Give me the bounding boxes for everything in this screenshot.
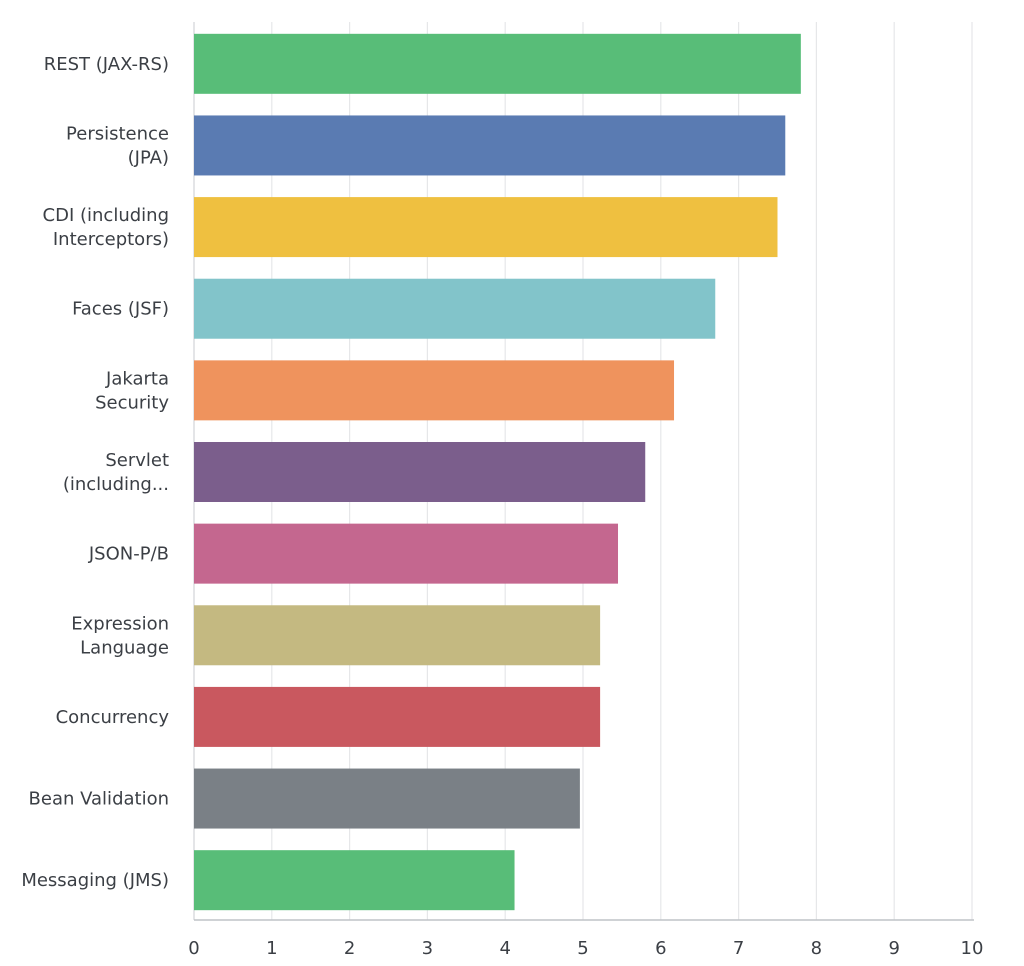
x-tick-label: 5: [577, 938, 588, 959]
category-label: JSON-P/B: [88, 544, 169, 565]
x-tick-labels: 0 1 2 3 4 5 6 7 8 9 10: [188, 938, 983, 959]
x-tick-label: 4: [499, 938, 510, 959]
category-label-line: JSON-P/B: [88, 544, 169, 565]
category-label-line: Security: [95, 392, 169, 413]
bar: [194, 197, 778, 258]
category-label-line: Interceptors): [53, 229, 169, 250]
category-label-line: CDI (including: [43, 205, 169, 226]
bar: [194, 686, 601, 747]
x-tick-label: 3: [422, 938, 433, 959]
bar: [194, 605, 601, 666]
category-label: Servlet (including...: [63, 450, 169, 495]
bar: [194, 523, 619, 584]
category-label: CDI (including Interceptors): [43, 205, 169, 250]
category-label-line: Persistence: [66, 123, 169, 144]
category-label-line: (JPA): [128, 147, 169, 168]
category-label-line: Messaging (JMS): [21, 870, 169, 891]
x-tick-label: 7: [733, 938, 744, 959]
category-label: Bean Validation: [29, 789, 169, 810]
bars: [194, 33, 801, 911]
category-label: Jakarta Security: [95, 368, 169, 413]
category-label: Faces (JSF): [72, 299, 169, 320]
x-tick-label: 1: [266, 938, 277, 959]
category-label-line: (including...: [63, 474, 169, 495]
x-tick-label: 2: [344, 938, 355, 959]
bar: [194, 115, 786, 176]
x-tick-label: 6: [655, 938, 666, 959]
category-labels: REST (JAX-RS) Persistence (JPA) CDI (includ…: [21, 54, 169, 891]
bar: [194, 278, 716, 339]
x-tick-label: 8: [811, 938, 822, 959]
category-label: Persistence (JPA): [66, 123, 169, 168]
bar: [194, 442, 646, 502]
category-label-line: Expression: [71, 613, 169, 634]
category-label-line: Concurrency: [56, 707, 170, 728]
category-label: Messaging (JMS): [21, 870, 169, 891]
category-label-line: Faces (JSF): [72, 299, 169, 320]
x-tick-label: 0: [188, 938, 199, 959]
category-label-line: Jakarta: [105, 368, 169, 389]
bar: [194, 768, 580, 829]
category-label: Concurrency: [56, 707, 170, 728]
category-label: REST (JAX-RS): [44, 54, 169, 75]
category-label-line: Servlet: [105, 450, 169, 471]
category-label-line: Language: [80, 637, 169, 658]
category-label: Expression Language: [71, 613, 169, 658]
category-label-line: REST (JAX-RS): [44, 54, 169, 75]
category-label-line: Bean Validation: [29, 789, 169, 810]
bar: [194, 850, 515, 911]
x-tick-label: 9: [888, 938, 899, 959]
bar: [194, 33, 801, 94]
bar: [194, 360, 675, 421]
x-tick-label: 10: [961, 938, 984, 959]
